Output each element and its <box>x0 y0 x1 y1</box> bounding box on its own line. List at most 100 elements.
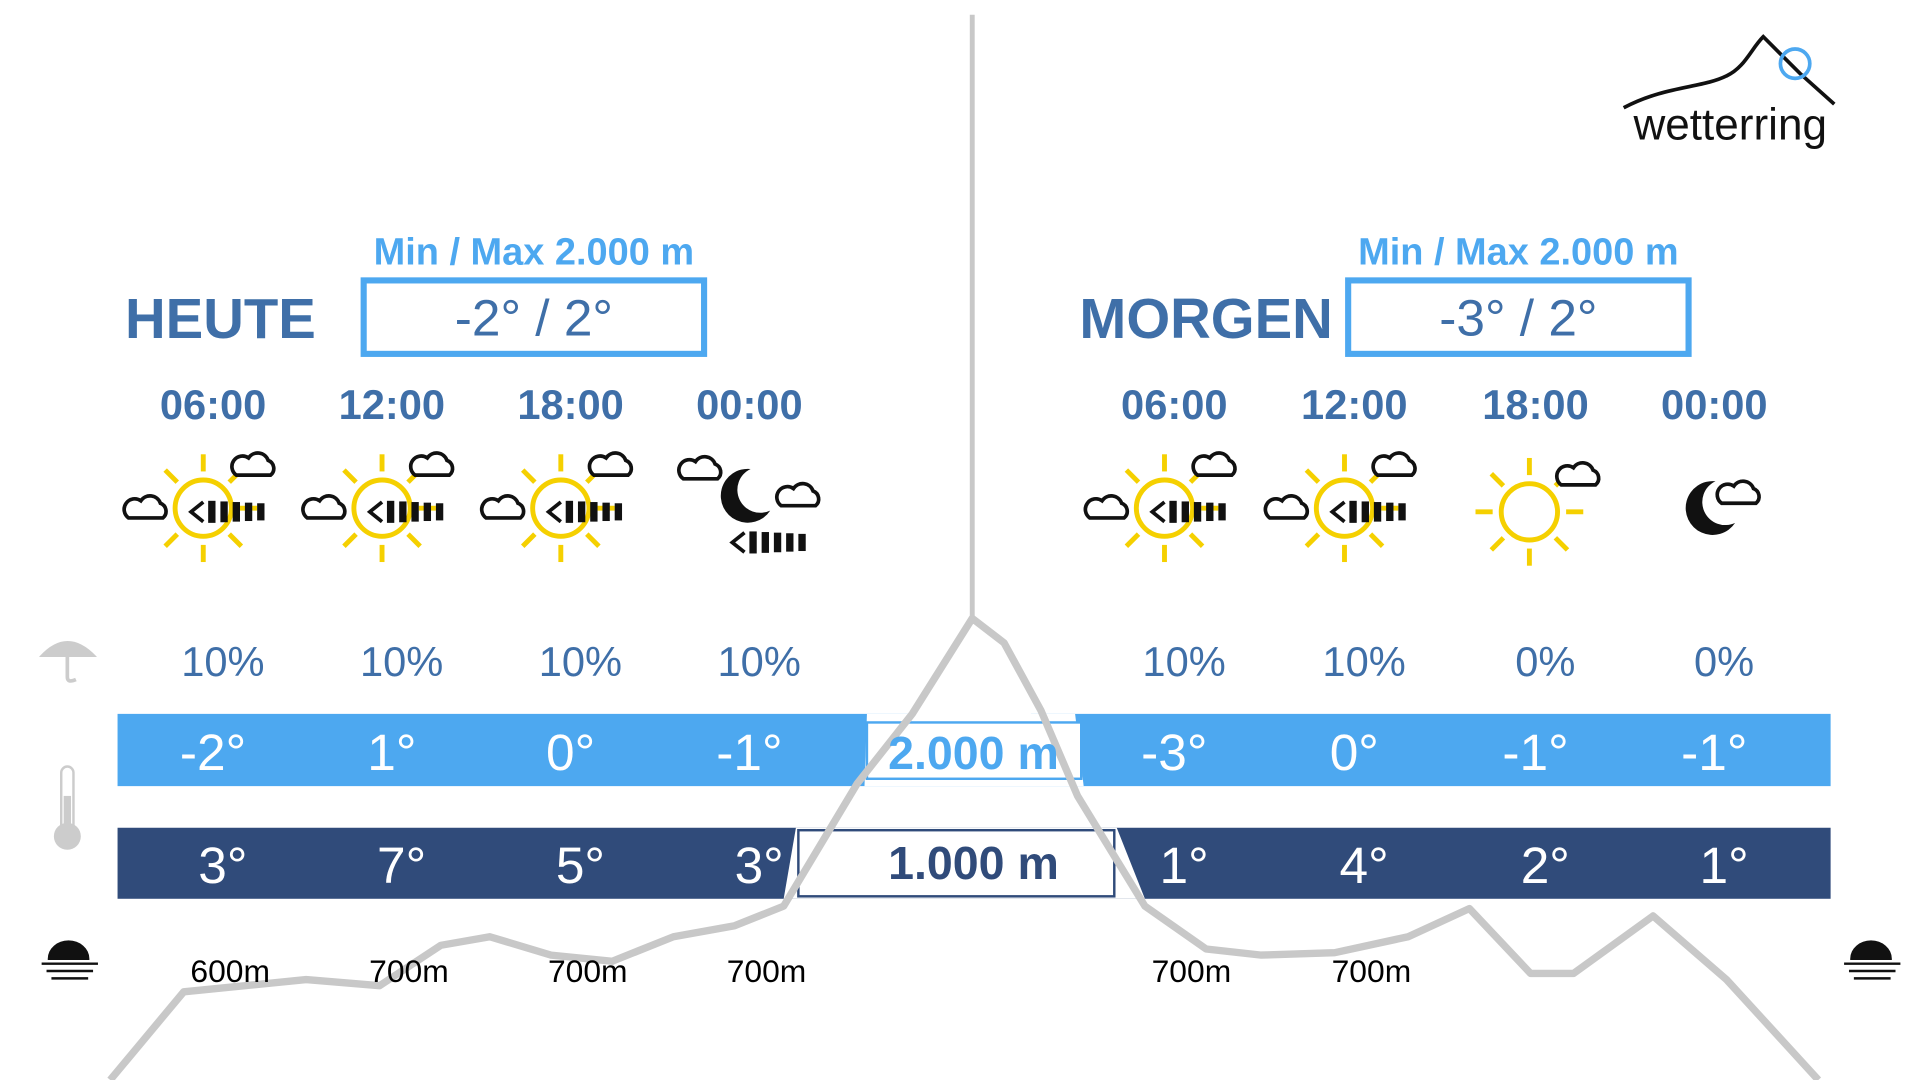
cloud <box>408 451 455 477</box>
minmax-box <box>1345 277 1692 357</box>
wind-bar <box>773 532 782 553</box>
sun <box>1133 477 1196 539</box>
wind-arrow <box>729 531 746 554</box>
time: 00:00 <box>1661 381 1767 428</box>
sunset-icon <box>1844 940 1901 980</box>
snowline: 700m <box>369 953 449 989</box>
sun-ray <box>1124 532 1141 548</box>
wind-bar <box>1181 501 1189 523</box>
cloud <box>122 494 168 520</box>
temp-2000: -1° <box>716 723 782 781</box>
sun-ray <box>227 532 244 548</box>
wind-bar <box>1373 502 1382 522</box>
wind-bar <box>1218 503 1226 521</box>
wind-bar <box>220 501 228 523</box>
weather-icon <box>301 451 455 563</box>
sun-ray <box>585 532 601 548</box>
temp-1000: 5° <box>556 836 605 894</box>
weather-icon <box>122 451 276 563</box>
logo-mountain <box>1622 34 1836 110</box>
wind-bar <box>1361 501 1369 523</box>
time: 18:00 <box>517 381 623 428</box>
wind-bar <box>1169 500 1177 523</box>
temp-2000: 0° <box>546 723 595 781</box>
precipitation: 10% <box>539 638 622 685</box>
wind-bar <box>1193 502 1202 522</box>
temp-2000: 1° <box>367 723 416 781</box>
time: 12:00 <box>1301 381 1407 428</box>
sun-ray <box>1124 468 1141 484</box>
altitude-label: 2.000 m <box>888 727 1059 779</box>
wind-bar <box>208 500 216 523</box>
wind-bar <box>761 532 769 553</box>
minmax-value: -2° / 2° <box>455 289 613 347</box>
cloud <box>677 454 723 481</box>
sun <box>1313 477 1376 539</box>
sun <box>172 477 234 539</box>
precipitation: 10% <box>181 638 264 685</box>
sun-ray <box>163 468 180 484</box>
wind-bar <box>786 533 794 552</box>
cloud <box>1191 451 1237 477</box>
temp-1000: 3° <box>735 836 784 894</box>
wind-bar <box>602 502 610 522</box>
weather-icon <box>1083 451 1237 563</box>
wind-bar <box>1386 502 1394 522</box>
precipitation: 10% <box>1322 638 1405 685</box>
snowline: 600m <box>190 953 270 989</box>
snowline: 700m <box>1152 953 1232 989</box>
weather-icon <box>1475 457 1601 566</box>
precipitation: 10% <box>718 638 801 685</box>
time: 18:00 <box>1482 381 1588 428</box>
moon <box>1685 481 1736 535</box>
time: 12:00 <box>339 381 445 428</box>
snowline: 700m <box>548 953 628 989</box>
sun-ray <box>1553 536 1570 552</box>
snowline: 700m <box>1332 953 1412 989</box>
temp-1000: 4° <box>1340 836 1389 894</box>
sun-ray <box>342 532 358 548</box>
wind-bar <box>244 502 253 522</box>
logo: wetterring <box>1632 101 1827 150</box>
wind-bar <box>565 500 574 523</box>
sun <box>351 477 413 539</box>
sun-ray <box>1489 536 1506 552</box>
temp-1000: 1° <box>1700 836 1749 894</box>
weather-icon <box>1685 479 1761 535</box>
moon <box>720 468 771 523</box>
cloud <box>479 494 526 520</box>
wind-bar <box>798 533 806 552</box>
wind-arrow <box>1329 500 1346 524</box>
minmax-box <box>360 277 708 357</box>
precipitation: 10% <box>1142 638 1225 685</box>
wind-arrow <box>366 500 384 524</box>
wind-bar <box>577 501 586 523</box>
precipitation: 0% <box>1515 638 1575 685</box>
temp-2000: -1° <box>1681 723 1747 781</box>
sun-ray <box>342 468 358 484</box>
wind-bar <box>232 502 240 522</box>
weather-icon <box>479 451 634 563</box>
wind-bar <box>399 501 407 523</box>
snowline: 700m <box>727 953 807 989</box>
temp-1000: 7° <box>377 836 426 894</box>
precipitation: 10% <box>360 638 443 685</box>
temp-1000: 3° <box>198 836 247 894</box>
minmax-label: Min / Max 2.000 m <box>374 231 695 273</box>
cloud <box>774 481 821 508</box>
sun-ray <box>163 532 180 548</box>
sun-ray <box>520 468 537 484</box>
cloud <box>1554 460 1601 487</box>
cloud <box>1715 479 1761 506</box>
sun-ray <box>1368 532 1385 548</box>
weather-icon <box>677 454 821 554</box>
mountain-silhouette <box>107 614 1822 1080</box>
time: 00:00 <box>696 381 802 428</box>
sun-ray <box>1188 532 1205 548</box>
sun-ray <box>520 532 537 548</box>
weather-icon <box>1263 451 1417 563</box>
thermometer-icon <box>53 765 81 850</box>
sun <box>1498 481 1561 543</box>
